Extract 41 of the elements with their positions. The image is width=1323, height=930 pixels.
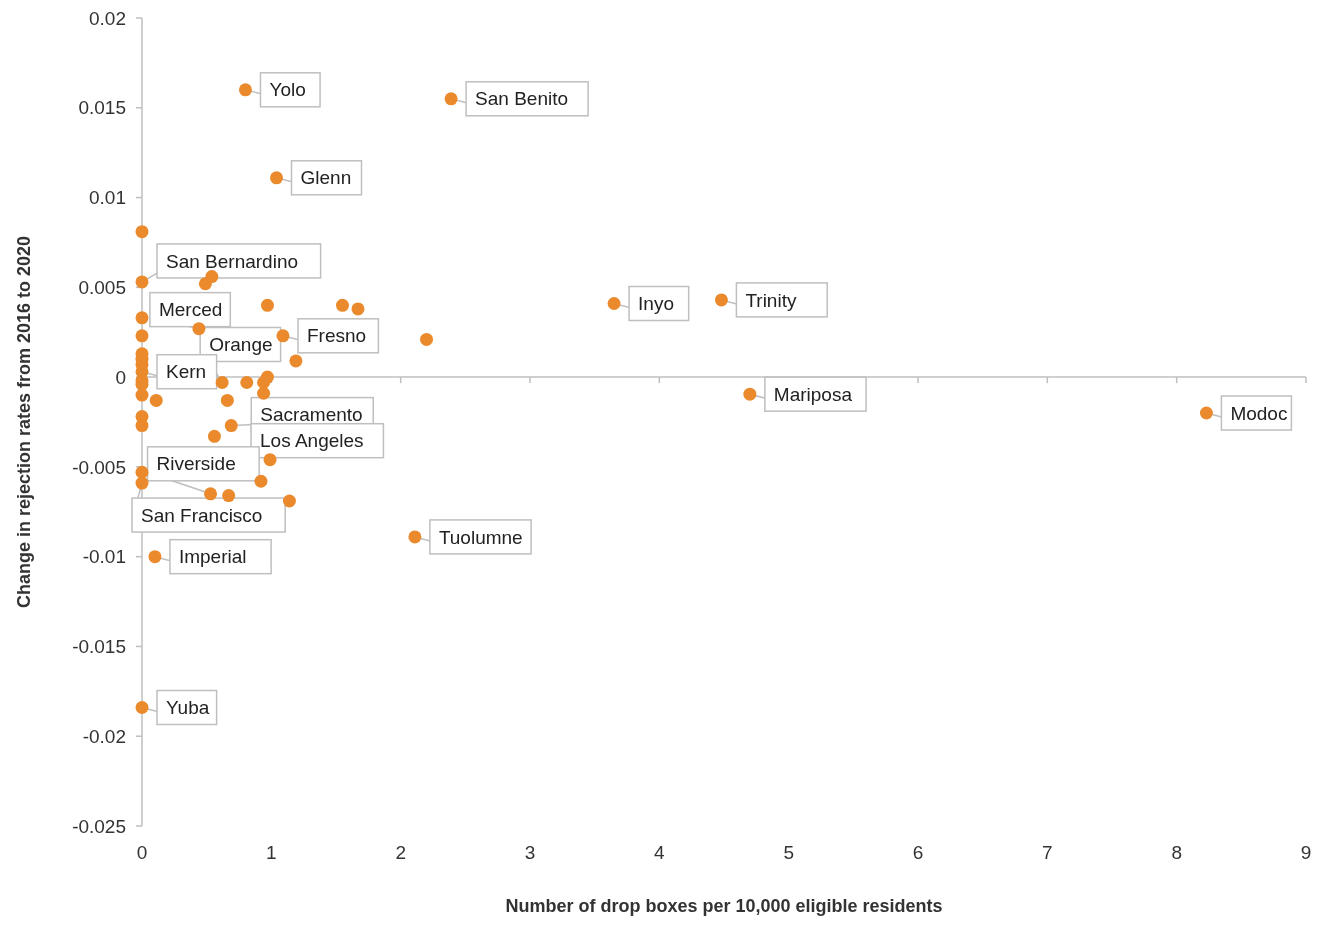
x-tick-label: 4 bbox=[654, 841, 666, 863]
annotation: Trinity bbox=[745, 289, 797, 311]
annotation: San Bernardino bbox=[166, 250, 299, 272]
annotation: Kern bbox=[166, 361, 207, 383]
annotation: San Francisco bbox=[141, 504, 263, 526]
y-tick-label: 0.005 bbox=[78, 276, 126, 298]
y-tick-label: 0.01 bbox=[89, 187, 126, 209]
x-tick-label: 9 bbox=[1300, 841, 1312, 863]
y-tick-label: -0.02 bbox=[82, 725, 126, 747]
x-tick-label: 0 bbox=[136, 841, 148, 863]
x-tick-label: 6 bbox=[912, 841, 924, 863]
annotation: San Benito bbox=[475, 88, 569, 110]
x-tick-label: 2 bbox=[395, 841, 406, 863]
y-tick-label: -0.015 bbox=[72, 636, 126, 658]
annotation: Yuba bbox=[166, 697, 210, 719]
annotation: Glenn bbox=[300, 167, 352, 189]
y-tick-label: 0.015 bbox=[78, 97, 126, 119]
annotation: Tuolumne bbox=[438, 526, 523, 548]
annotation: Fresno bbox=[306, 325, 367, 347]
x-tick-label: 5 bbox=[783, 841, 794, 863]
x-tick-label: 7 bbox=[1042, 841, 1053, 863]
annotation: Orange bbox=[209, 334, 273, 356]
y-tick-label: 0 bbox=[115, 366, 126, 388]
annotation: Imperial bbox=[178, 546, 247, 568]
y-tick-label: -0.005 bbox=[72, 456, 126, 478]
y-tick-label: -0.01 bbox=[82, 546, 126, 568]
annotation: Sacramento bbox=[260, 404, 363, 426]
y-tick-label: 0.02 bbox=[89, 7, 126, 29]
annotation: Yolo bbox=[269, 79, 306, 101]
x-axis-title: Number of drop boxes per 10,000 eligible residents bbox=[505, 896, 943, 916]
annotation: Merced bbox=[158, 299, 223, 321]
y-tick-label: -0.025 bbox=[72, 815, 126, 837]
annotation: Inyo bbox=[638, 293, 674, 315]
x-tick-label: 8 bbox=[1171, 841, 1182, 863]
annotation: Riverside bbox=[156, 453, 236, 475]
annotation: Mariposa bbox=[773, 383, 853, 405]
x-tick-label: 3 bbox=[524, 841, 536, 863]
x-tick-label: 1 bbox=[266, 841, 277, 863]
annotation: Modoc bbox=[1230, 402, 1288, 424]
annotation: Los Angeles bbox=[260, 430, 364, 452]
y-axis-title: Change in rejection rates from 2016 to 2020 bbox=[14, 235, 34, 609]
